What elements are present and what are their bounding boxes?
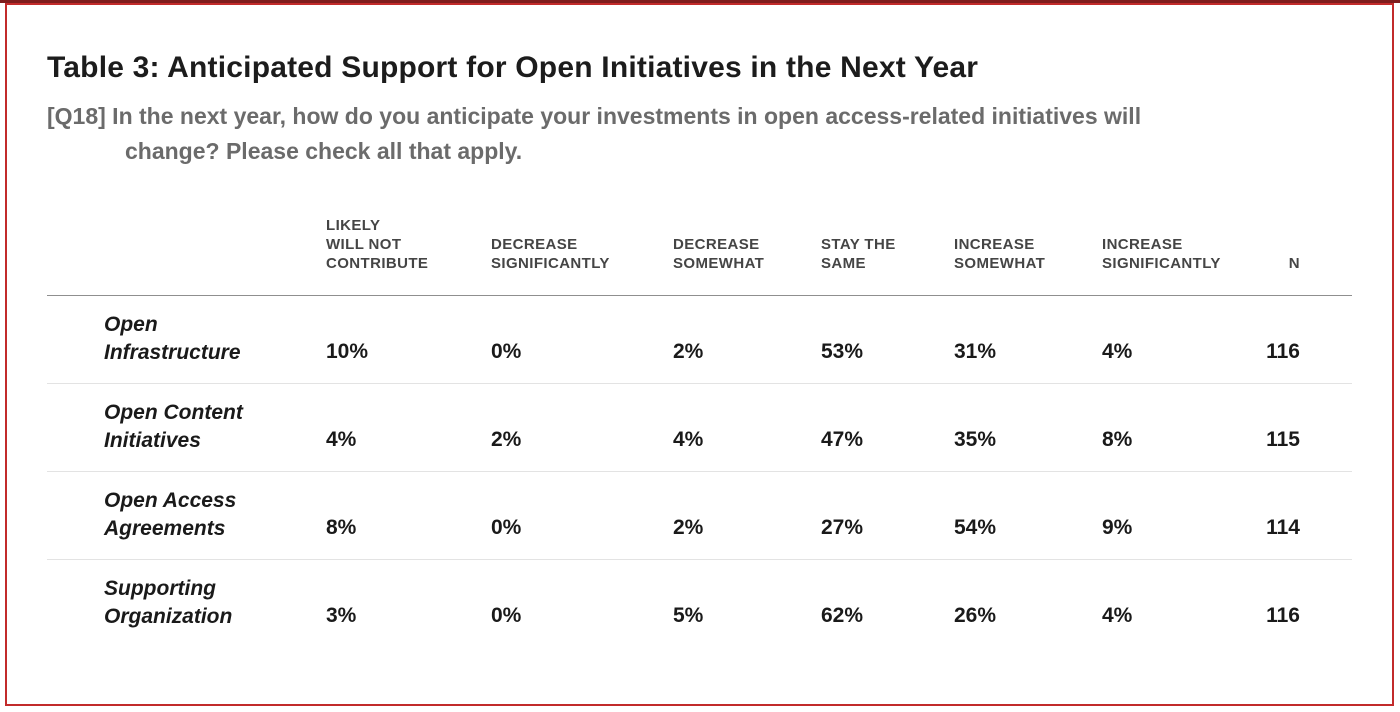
row-label: Open Access Agreements bbox=[47, 471, 326, 560]
row-label: Open Infrastructure bbox=[47, 295, 326, 384]
column-header-n: N bbox=[1240, 191, 1352, 296]
table-cell: 2% bbox=[491, 383, 673, 472]
table-cell: 0% bbox=[491, 471, 673, 560]
table-cell: 0% bbox=[491, 295, 673, 384]
table-row-supporting-organization: Supporting Organization 3% 0% 5% 62% 26%… bbox=[47, 559, 1352, 647]
table-cell: 47% bbox=[821, 383, 954, 472]
table-cell: 4% bbox=[326, 383, 491, 472]
page-frame: Table 3: Anticipated Support for Open In… bbox=[5, 3, 1394, 706]
table-cell: 3% bbox=[326, 604, 357, 628]
table-cell: 0% bbox=[491, 604, 522, 628]
table-cell: 4% bbox=[1102, 604, 1133, 628]
table-row-open-access-agreements: Open Access Agreements 8% 0% 2% 27% 54% … bbox=[47, 471, 1352, 560]
page-title: Table 3: Anticipated Support for Open In… bbox=[47, 51, 979, 84]
survey-question: [Q18] In the next year, how do you antic… bbox=[47, 99, 1354, 169]
table-cell: 27% bbox=[821, 471, 954, 560]
column-header-increase-significantly: INCREASE SIGNIFICANTLY bbox=[1102, 191, 1240, 296]
column-header-stay-the-same: STAY THE SAME bbox=[821, 191, 954, 296]
table-cell-n: 116 bbox=[1266, 604, 1300, 628]
table-cell: 2% bbox=[673, 471, 821, 560]
table-cell: 4% bbox=[673, 383, 821, 472]
table-cell: 31% bbox=[954, 295, 1102, 384]
table-cell: 54% bbox=[954, 471, 1102, 560]
table-cell-n: 116 bbox=[1240, 295, 1352, 384]
table-cell: 62% bbox=[821, 604, 864, 628]
results-table-header: LIKELY WILL NOT CONTRIBUTE DECREASE SIGN… bbox=[47, 191, 1352, 296]
results-table-body: Open Infrastructure 10% 0% 2% 53% 31% 4%… bbox=[47, 295, 1352, 647]
table-cell: 9% bbox=[1102, 471, 1240, 560]
column-header-decrease-somewhat: DECREASE SOMEWHAT bbox=[673, 191, 821, 296]
results-table: LIKELY WILL NOT CONTRIBUTE DECREASE SIGN… bbox=[47, 191, 1352, 647]
table-row-open-content-initiatives: Open Content Initiatives 4% 2% 4% 47% 35… bbox=[47, 383, 1352, 472]
table-cell: 5% bbox=[673, 604, 704, 628]
page-content: Table 3: Anticipated Support for Open In… bbox=[7, 49, 1392, 647]
column-header-decrease-significantly: DECREASE SIGNIFICANTLY bbox=[491, 191, 673, 296]
table-cell-n: 114 bbox=[1240, 471, 1352, 560]
header-row-label-spacer bbox=[47, 191, 326, 296]
header-row: LIKELY WILL NOT CONTRIBUTE DECREASE SIGN… bbox=[47, 191, 1352, 296]
table-cell: 10% bbox=[326, 295, 491, 384]
table-cell: 53% bbox=[821, 295, 954, 384]
column-header-increase-somewhat: INCREASE SOMEWHAT bbox=[954, 191, 1102, 296]
survey-question-line-1: [Q18] In the next year, how do you antic… bbox=[47, 103, 1142, 129]
table-cell: 35% bbox=[954, 383, 1102, 472]
row-label: Open Content Initiatives bbox=[47, 383, 326, 472]
table-row-open-infrastructure: Open Infrastructure 10% 0% 2% 53% 31% 4%… bbox=[47, 295, 1352, 384]
column-header-likely-will-not-contribute: LIKELY WILL NOT CONTRIBUTE bbox=[326, 191, 491, 296]
page-top-rule bbox=[0, 0, 1400, 3]
table-cell: 8% bbox=[326, 471, 491, 560]
table-cell: 26% bbox=[954, 604, 997, 628]
table-cell: 4% bbox=[1102, 295, 1240, 384]
row-label: Supporting Organization bbox=[104, 577, 233, 629]
table-cell: 8% bbox=[1102, 383, 1240, 472]
table-cell-n: 115 bbox=[1240, 383, 1352, 472]
table-cell: 2% bbox=[673, 295, 821, 384]
survey-question-line-2: change? Please check all that apply. bbox=[125, 138, 523, 164]
